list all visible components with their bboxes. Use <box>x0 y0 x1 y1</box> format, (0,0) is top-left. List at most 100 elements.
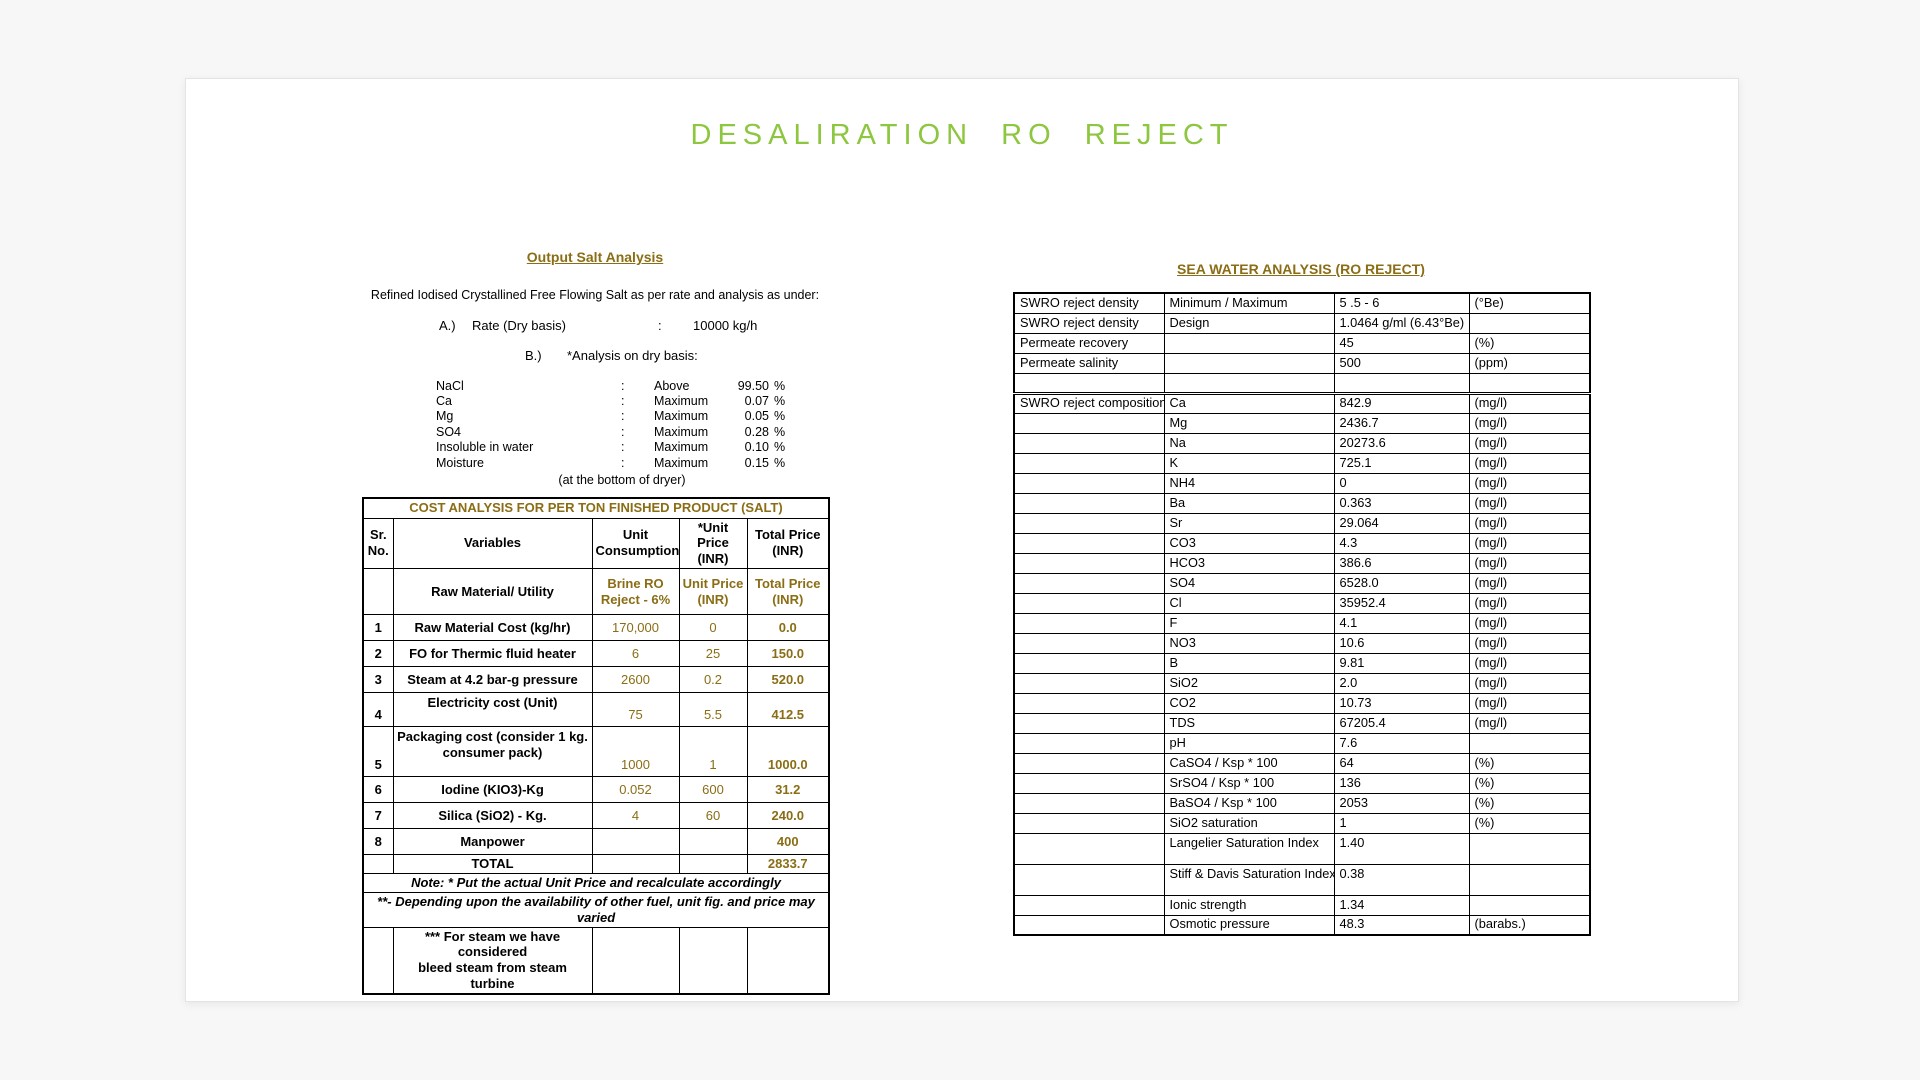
sea-parameter-cell: TDS <box>1163 712 1335 734</box>
rate-colon: : <box>658 318 662 333</box>
sea-category-cell <box>1013 472 1165 494</box>
sea-value-cell: 7.6 <box>1333 732 1470 754</box>
column-header: Sr. No. <box>362 517 394 570</box>
sub-header: Brine RO Reject - 6% <box>591 568 680 616</box>
sea-parameter-cell: NO3 <box>1163 632 1335 654</box>
sea-category-cell <box>1013 432 1165 454</box>
unit-price-cell: 25 <box>678 640 748 668</box>
unit-consumption-cell: 0.052 <box>591 776 680 804</box>
sea-value-cell: 1.34 <box>1333 894 1470 916</box>
sub-header: Total Price (INR) <box>746 568 830 616</box>
sea-unit-cell <box>1468 732 1591 754</box>
sea-parameter-cell <box>1163 332 1335 354</box>
sea-unit-cell: (%) <box>1468 332 1591 354</box>
sea-category-cell <box>1013 914 1165 936</box>
sea-unit-cell <box>1468 312 1591 334</box>
cost-table-total-row: TOTAL 2833.7 <box>362 854 830 874</box>
analysis-component: NaCl <box>436 378 464 393</box>
sea-parameter-cell <box>1163 352 1335 374</box>
sea-water-analysis-table: SWRO reject density Minimum / Maximum 5 .5… <box>1013 292 1591 936</box>
sea-category-cell <box>1013 552 1165 574</box>
analysis-colon: : <box>621 455 625 470</box>
analysis-row: Ca: Maximum 0.07% <box>436 393 785 408</box>
analysis-value: 0.07 <box>744 394 769 409</box>
total-label-cell: TOTAL <box>392 854 593 874</box>
sea-parameter-cell: B <box>1163 652 1335 674</box>
sea-unit-cell <box>1468 863 1591 896</box>
sea-parameter-cell: SiO2 saturation <box>1163 812 1335 834</box>
sea-value-cell: 4.3 <box>1333 532 1470 554</box>
cost-analysis-table: COST ANALYSIS FOR PER TON FINISHED PRODU… <box>362 497 831 995</box>
analysis-component: Insoluble in water <box>436 440 534 455</box>
sea-unit-cell: (mg/l) <box>1468 472 1591 494</box>
sea-value-cell: 842.9 <box>1333 392 1470 414</box>
sea-parameter-cell: SO4 <box>1163 572 1335 594</box>
sea-parameter-cell: CO3 <box>1163 532 1335 554</box>
unit-consumption-cell: 2600 <box>591 666 680 694</box>
sea-table-row: NO3 10.6 (mg/l) <box>1013 632 1591 654</box>
analysis-unit: % <box>774 455 786 470</box>
analysis-qualifier: Maximum <box>654 409 709 424</box>
sea-category-cell <box>1013 672 1165 694</box>
sea-table-row: Stiff & Davis Saturation Index 0.38 <box>1013 863 1591 896</box>
sea-category-cell <box>1013 894 1165 916</box>
unit-price-cell: 0.2 <box>678 666 748 694</box>
cost-table-note-row: **- Depending upon the availability of o… <box>362 891 830 928</box>
sea-parameter-cell: CaSO4 / Ksp * 100 <box>1163 752 1335 774</box>
sea-value-cell: 45 <box>1333 332 1470 354</box>
sea-category-cell <box>1013 732 1165 754</box>
sea-unit-cell: (mg/l) <box>1468 572 1591 594</box>
empty-cell <box>1333 372 1470 395</box>
sr-no-cell: 6 <box>362 776 394 804</box>
sea-category-cell <box>1013 652 1165 674</box>
analysis-basis-label: *Analysis on dry basis: <box>567 348 698 363</box>
analysis-component: Ca <box>436 394 452 409</box>
analysis-unit: % <box>774 424 786 439</box>
total-price-cell: 150.0 <box>746 640 830 668</box>
sea-unit-cell: (mg/l) <box>1468 392 1591 414</box>
analysis-colon: : <box>621 394 625 409</box>
analysis-row: SO4: Maximum 0.28% <box>436 424 785 439</box>
sea-category-cell <box>1013 492 1165 514</box>
sea-value-cell: 2.0 <box>1333 672 1470 694</box>
cost-table-subheader-row: Raw Material/ Utility Brine RO Reject - 6… <box>362 568 830 616</box>
sea-value-cell: 35952.4 <box>1333 592 1470 614</box>
cost-table-row: 2 FO for Thermic fluid heater 6 25 150.0 <box>362 640 830 668</box>
sea-unit-cell: (mg/l) <box>1468 672 1591 694</box>
cost-table-note-row: Note: * Put the actual Unit Price and re… <box>362 872 830 893</box>
analysis-value: 0.05 <box>744 409 769 424</box>
analysis-colon: : <box>621 424 625 439</box>
steam-note-cell: *** For steam we have considered bleed s… <box>392 926 593 995</box>
sea-value-cell: 29.064 <box>1333 512 1470 534</box>
sea-value-cell: 0.38 <box>1333 863 1470 896</box>
analysis-value: 0.28 <box>744 424 769 439</box>
sea-unit-cell: (mg/l) <box>1468 612 1591 634</box>
sr-no-cell: 2 <box>362 640 394 668</box>
sea-value-cell: 725.1 <box>1333 452 1470 474</box>
analysis-qualifier: Maximum <box>654 455 709 470</box>
sea-value-cell: 67205.4 <box>1333 712 1470 734</box>
sea-category-cell <box>1013 592 1165 614</box>
sea-category-cell <box>1013 512 1165 534</box>
sea-category-cell <box>1013 712 1165 734</box>
cost-table-row: 6 Iodine (KIO3)-Kg 0.052 600 31.2 <box>362 776 830 804</box>
sea-parameter-cell: Design <box>1163 312 1335 334</box>
sea-unit-cell <box>1468 894 1591 916</box>
analysis-qualifier: Above <box>654 378 690 393</box>
sea-unit-cell: (%) <box>1468 812 1591 834</box>
sea-value-cell: 10.73 <box>1333 692 1470 714</box>
sea-category-cell: Permeate salinity <box>1013 352 1165 374</box>
sea-parameter-cell: SiO2 <box>1163 672 1335 694</box>
analysis-footnote: (at the bottom of dryer) <box>558 473 686 487</box>
column-header: *Unit Price (INR) <box>678 517 748 570</box>
sea-parameter-cell: Minimum / Maximum <box>1163 292 1335 314</box>
sea-table-row: Sr 29.064 (mg/l) <box>1013 512 1591 534</box>
sea-value-cell: 0.363 <box>1333 492 1470 514</box>
sr-no-cell: 8 <box>362 828 394 856</box>
sea-value-cell: 9.81 <box>1333 652 1470 674</box>
analysis-value: 0.15 <box>744 455 769 470</box>
analysis-unit: % <box>774 378 786 393</box>
total-price-cell: 240.0 <box>746 802 830 830</box>
total-value-cell: 2833.7 <box>746 854 830 874</box>
sea-unit-cell: (%) <box>1468 792 1591 814</box>
